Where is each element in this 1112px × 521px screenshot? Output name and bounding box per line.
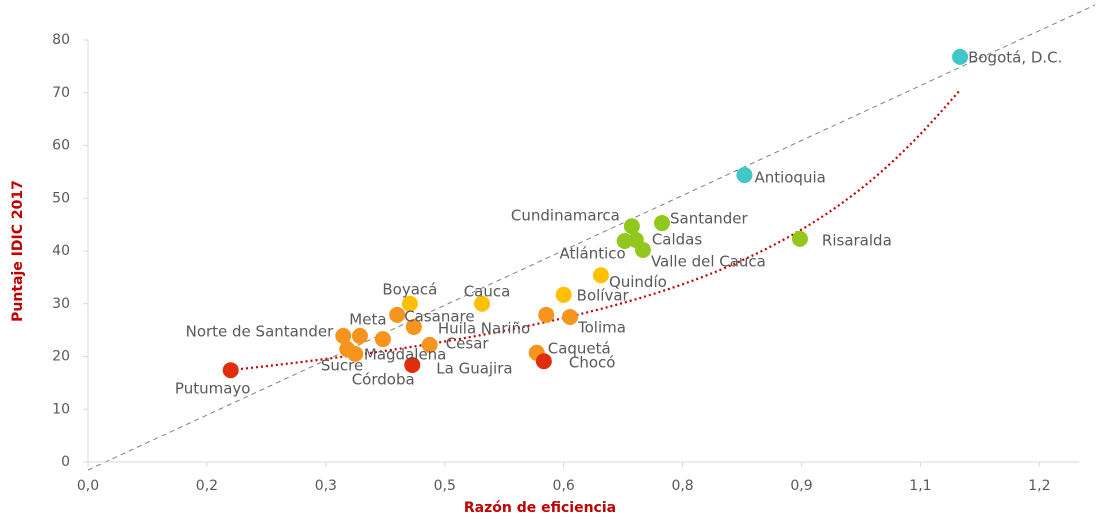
point — [616, 232, 633, 249]
point — [736, 167, 753, 184]
point-label: Tolima — [577, 318, 626, 336]
y-axis-title: Puntaje IDIC 2017 — [10, 180, 26, 322]
point-label: Cesar — [446, 334, 490, 352]
point-label: Valle del Cauca — [651, 252, 766, 270]
point — [347, 345, 364, 362]
point-label: Bolívar — [577, 286, 630, 304]
point — [389, 306, 406, 323]
point — [592, 267, 609, 284]
point-label: Córdoba — [352, 370, 415, 388]
point-label: Atlántico — [560, 244, 626, 262]
y-tick-label: 50 — [52, 190, 70, 206]
point-label: Nariño — [481, 319, 530, 337]
x-tick-label: 1,1 — [909, 478, 931, 494]
point-label: La Guajira — [436, 359, 512, 377]
point-label: Caldas — [652, 230, 703, 248]
point-label: Sucre — [321, 357, 363, 375]
y-tick-label: 70 — [52, 85, 70, 101]
point-label: Norte de Santander — [186, 322, 335, 340]
point — [653, 215, 670, 232]
point — [562, 308, 579, 325]
x-tick-label: 1,2 — [1028, 478, 1050, 494]
y-tick-label: 40 — [52, 243, 70, 259]
y-tick-label: 60 — [52, 138, 70, 154]
point — [952, 48, 969, 65]
point-label: Antioquia — [754, 169, 825, 187]
point — [791, 230, 808, 247]
point-label: Meta — [349, 310, 386, 328]
x-axis-title: Razón de eficiencia — [464, 500, 616, 516]
point — [351, 327, 368, 344]
point — [623, 218, 640, 235]
point — [222, 362, 239, 379]
point — [335, 327, 352, 344]
point-label: Bogotá, D.C. — [968, 48, 1062, 66]
y-tick-label: 20 — [52, 349, 70, 365]
y-tick-label: 10 — [52, 401, 70, 417]
point-label: Santander — [670, 210, 749, 228]
point — [555, 286, 572, 303]
x-tick-label: 0,8 — [671, 478, 693, 494]
x-tick-label: 0,6 — [553, 478, 575, 494]
x-tick-label: 0,9 — [790, 478, 812, 494]
point — [474, 295, 491, 312]
x-tick-label: 0,5 — [434, 478, 456, 494]
point-label: Magdalena — [364, 346, 446, 364]
point-label: Chocó — [569, 354, 616, 372]
point — [538, 306, 555, 323]
y-tick-label: 80 — [52, 32, 70, 48]
point-label: Casanare — [404, 307, 474, 325]
y-tick-label: 30 — [52, 296, 70, 312]
point — [634, 241, 651, 258]
point-label: Risaralda — [822, 231, 892, 249]
x-tick-label: 0,2 — [196, 478, 218, 494]
point-label: Caquetá — [548, 339, 611, 357]
point-label: Cundinamarca — [511, 207, 620, 225]
point-label: Huila — [438, 319, 476, 337]
point — [374, 331, 391, 348]
point — [535, 353, 552, 370]
point-label: Quindío — [609, 273, 667, 291]
point — [401, 295, 418, 312]
reference-line — [87, 4, 1096, 471]
point-label: Boyacá — [382, 280, 437, 298]
point — [421, 336, 438, 353]
x-tick-label: 0,0 — [77, 478, 99, 494]
point-label: Putumayo — [175, 380, 251, 398]
y-tick-label: 0 — [61, 454, 70, 470]
point-label: Cauca — [464, 282, 511, 300]
x-tick-label: 0,3 — [315, 478, 337, 494]
point — [405, 318, 422, 335]
point — [404, 356, 421, 373]
